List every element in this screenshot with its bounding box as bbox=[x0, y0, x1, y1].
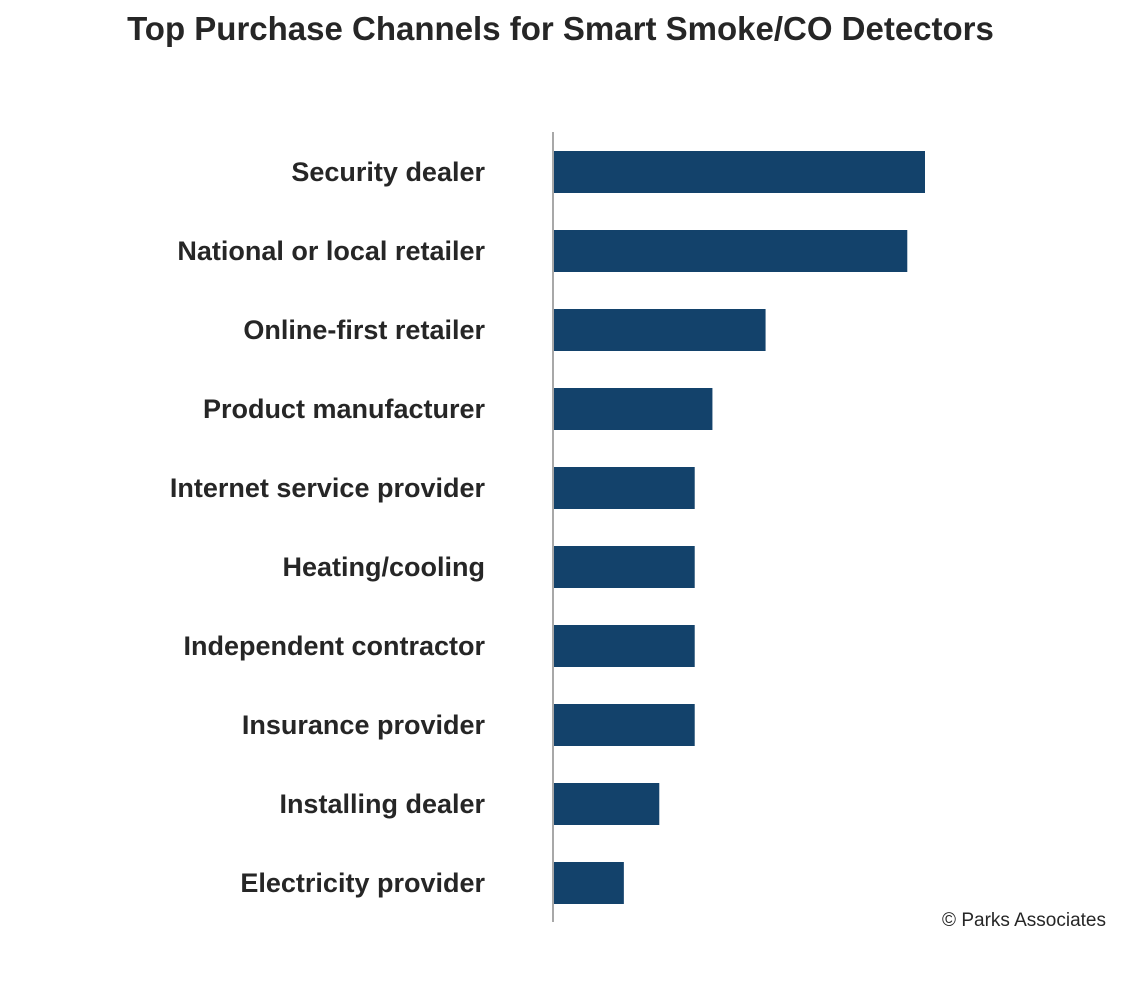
category-label-national-or-local-retailer: National or local retailer bbox=[177, 236, 485, 266]
category-label-heating-cooling: Heating/cooling bbox=[283, 552, 486, 582]
category-labels-group: Security dealer National or local retaile… bbox=[170, 157, 486, 898]
category-label-security-dealer: Security dealer bbox=[291, 157, 485, 187]
bar-online-first-retailer bbox=[554, 309, 766, 351]
chart-title: Top Purchase Channels for Smart Smoke/CO… bbox=[127, 10, 994, 47]
copyright-note: © Parks Associates bbox=[942, 910, 1106, 931]
bar-security-dealer bbox=[554, 151, 925, 193]
category-label-independent-contractor: Independent contractor bbox=[183, 631, 485, 661]
bar-independent-contractor bbox=[554, 625, 695, 667]
bar-installing-dealer bbox=[554, 783, 660, 825]
bar-insurance-provider bbox=[554, 704, 695, 746]
bar-electricity-provider bbox=[554, 862, 624, 904]
bar-heating-cooling bbox=[554, 546, 695, 588]
category-label-electricity-provider: Electricity provider bbox=[240, 868, 485, 898]
category-label-insurance-provider: Insurance provider bbox=[242, 710, 486, 740]
category-label-installing-dealer: Installing dealer bbox=[279, 789, 485, 819]
bars-group bbox=[554, 151, 925, 904]
bar-product-manufacturer bbox=[554, 388, 713, 430]
bar-national-or-local-retailer bbox=[554, 230, 908, 272]
category-label-online-first-retailer: Online-first retailer bbox=[243, 315, 485, 345]
category-label-internet-service-provider: Internet service provider bbox=[170, 473, 486, 503]
bar-internet-service-provider bbox=[554, 467, 695, 509]
category-label-product-manufacturer: Product manufacturer bbox=[203, 394, 486, 424]
